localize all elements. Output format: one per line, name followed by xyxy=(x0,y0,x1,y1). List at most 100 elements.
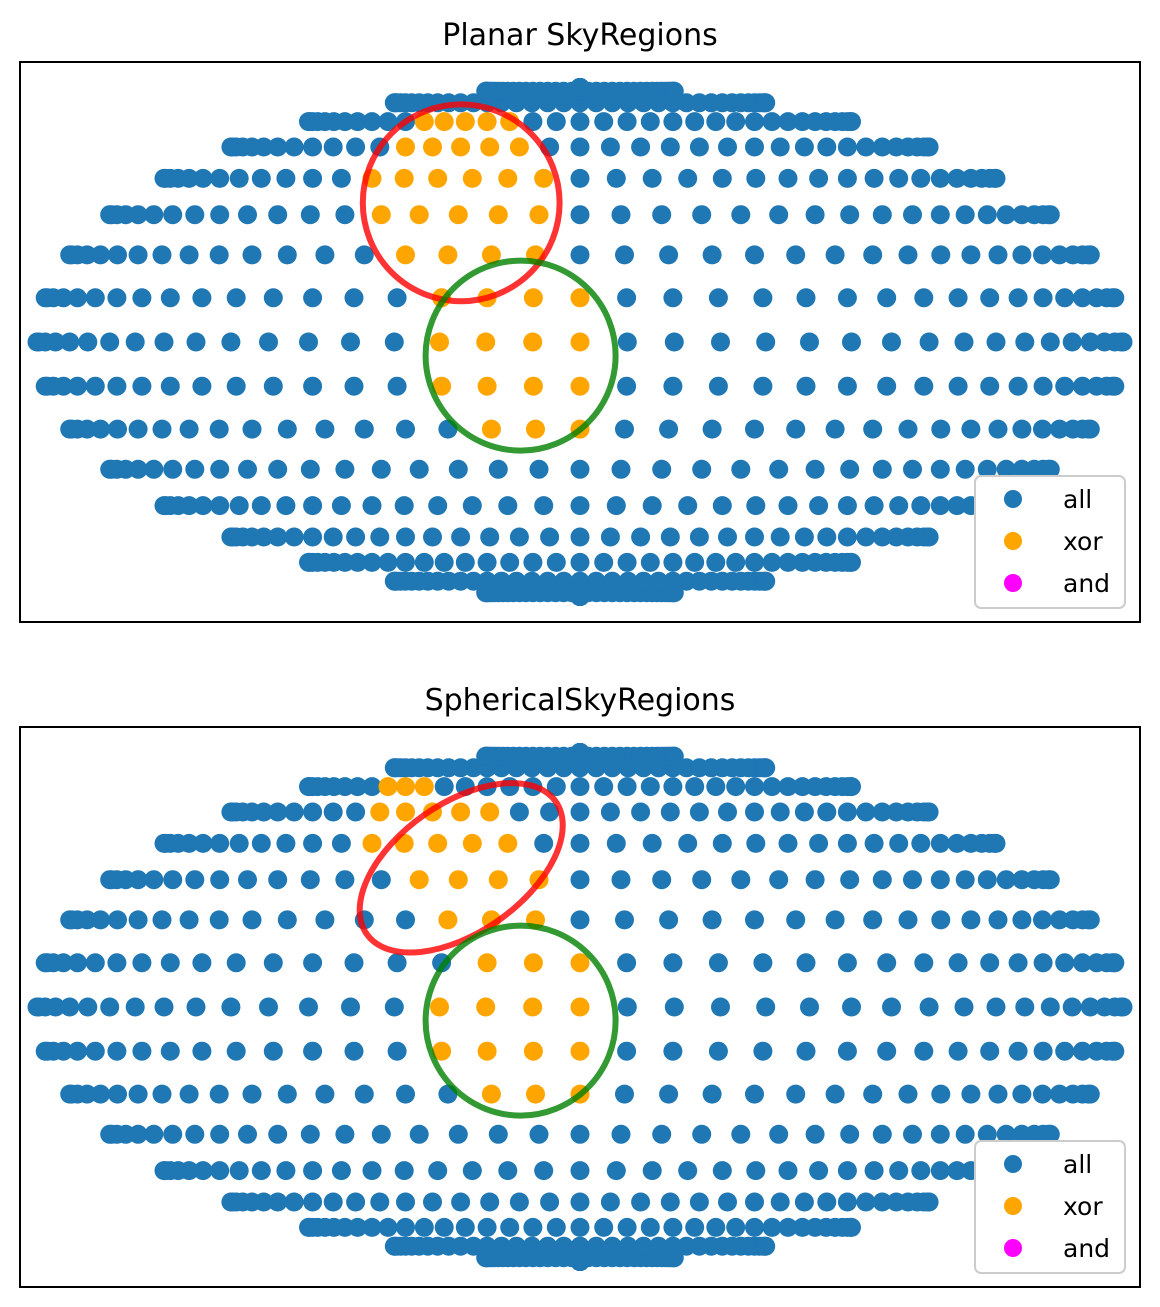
scatter-point xyxy=(284,137,304,157)
scatter-point xyxy=(1008,376,1028,396)
scatter-point xyxy=(409,870,429,890)
scatter-point xyxy=(68,376,87,396)
scatter-point xyxy=(409,459,429,479)
scatter-point xyxy=(430,332,449,352)
scatter-point xyxy=(570,137,590,157)
scatter-point xyxy=(509,527,529,547)
scatter-point xyxy=(1033,1084,1052,1104)
scatter-point xyxy=(659,1084,679,1104)
scatter-point xyxy=(185,459,205,479)
scatter-point xyxy=(778,496,798,516)
scatter-point xyxy=(396,1217,415,1237)
scatter-point xyxy=(371,870,391,890)
scatter-point xyxy=(745,419,764,439)
scatter-point xyxy=(570,496,590,516)
scatter-point xyxy=(128,459,148,479)
scatter-point xyxy=(540,527,560,547)
scatter-point xyxy=(930,1161,950,1181)
scatter-point xyxy=(898,245,918,265)
scatter-point xyxy=(986,168,1006,188)
scatter-point xyxy=(251,496,271,516)
scatter-point xyxy=(226,288,246,308)
scatter-point xyxy=(930,459,950,479)
scatter-point xyxy=(708,288,728,308)
scatter-point xyxy=(348,777,368,797)
scatter-point xyxy=(770,802,790,822)
scatter-point xyxy=(378,112,398,132)
scatter-point xyxy=(370,527,390,547)
scatter-point xyxy=(746,496,766,516)
scatter-point xyxy=(362,833,382,853)
scatter-point xyxy=(996,1124,1016,1144)
scatter-point xyxy=(1033,245,1052,265)
scatter-point xyxy=(53,376,73,396)
scatter-point xyxy=(762,1217,782,1237)
scatter-point xyxy=(1008,288,1028,308)
scatter-point xyxy=(930,205,950,225)
scatter-point xyxy=(882,332,901,352)
scatter-point xyxy=(718,527,737,547)
scatter-point xyxy=(977,459,997,479)
scatter-point xyxy=(837,168,857,188)
scatter-point xyxy=(840,205,860,225)
scatter-point xyxy=(570,527,590,547)
scatter-point xyxy=(53,1041,73,1061)
scatter-point xyxy=(955,870,975,890)
scatter-point xyxy=(809,833,829,853)
scatter-point xyxy=(756,997,776,1017)
scatter-point xyxy=(856,527,876,547)
scatter-point xyxy=(1040,997,1060,1017)
scatter-point xyxy=(396,910,415,930)
scatter-point xyxy=(128,1084,148,1104)
scatter-point xyxy=(303,802,323,822)
scatter-point xyxy=(348,112,368,132)
region-outline-green xyxy=(422,922,619,1119)
scatter-point xyxy=(977,205,997,225)
scatter-point xyxy=(837,137,857,157)
scatter-point xyxy=(898,910,918,930)
scatter-point xyxy=(331,833,351,853)
scatter-point xyxy=(77,1084,97,1104)
scatter-point xyxy=(1040,459,1060,479)
scatter-point xyxy=(611,459,631,479)
scatter-point xyxy=(362,552,382,572)
scatter-point xyxy=(753,1041,773,1061)
region-outlines xyxy=(356,780,619,1119)
scatter-point xyxy=(488,1124,508,1144)
scatter-point xyxy=(1033,1041,1053,1061)
scatter-point xyxy=(570,743,590,762)
scatter-point xyxy=(152,1084,172,1104)
scatter-point xyxy=(384,997,404,1017)
scatter-point xyxy=(107,953,127,973)
scatter-point xyxy=(396,419,415,439)
scatter-point xyxy=(745,802,764,822)
scatter-point xyxy=(346,527,366,547)
scatter-point xyxy=(362,1217,382,1237)
scatter-point xyxy=(259,997,278,1017)
scatter-point xyxy=(778,1161,798,1181)
scatter-point xyxy=(396,1084,415,1104)
scatter-point xyxy=(954,332,974,352)
panel-planar: Planar SkyRegions all xor and xyxy=(19,18,1141,623)
scatter-point xyxy=(919,802,939,822)
scatter-point xyxy=(961,419,981,439)
scatter-point xyxy=(640,112,660,132)
scatter-point xyxy=(745,245,764,265)
scatter-point xyxy=(640,777,660,797)
scatter-point xyxy=(354,1084,374,1104)
scatter-point xyxy=(570,1236,590,1256)
scatter-point xyxy=(919,137,939,157)
scatter-point xyxy=(864,833,884,853)
scatter-point xyxy=(642,833,662,853)
scatter-point xyxy=(448,459,468,479)
scatter-point xyxy=(185,1124,205,1144)
scatter-point xyxy=(796,288,816,308)
scatter-point xyxy=(331,168,351,188)
scatter-point xyxy=(335,205,355,225)
scatter-point xyxy=(931,245,951,265)
scatter-point xyxy=(346,1192,366,1212)
scatter-point xyxy=(522,1236,542,1256)
scatter-point xyxy=(570,953,590,973)
scatter-point xyxy=(663,953,683,973)
scatter-point xyxy=(863,419,883,439)
